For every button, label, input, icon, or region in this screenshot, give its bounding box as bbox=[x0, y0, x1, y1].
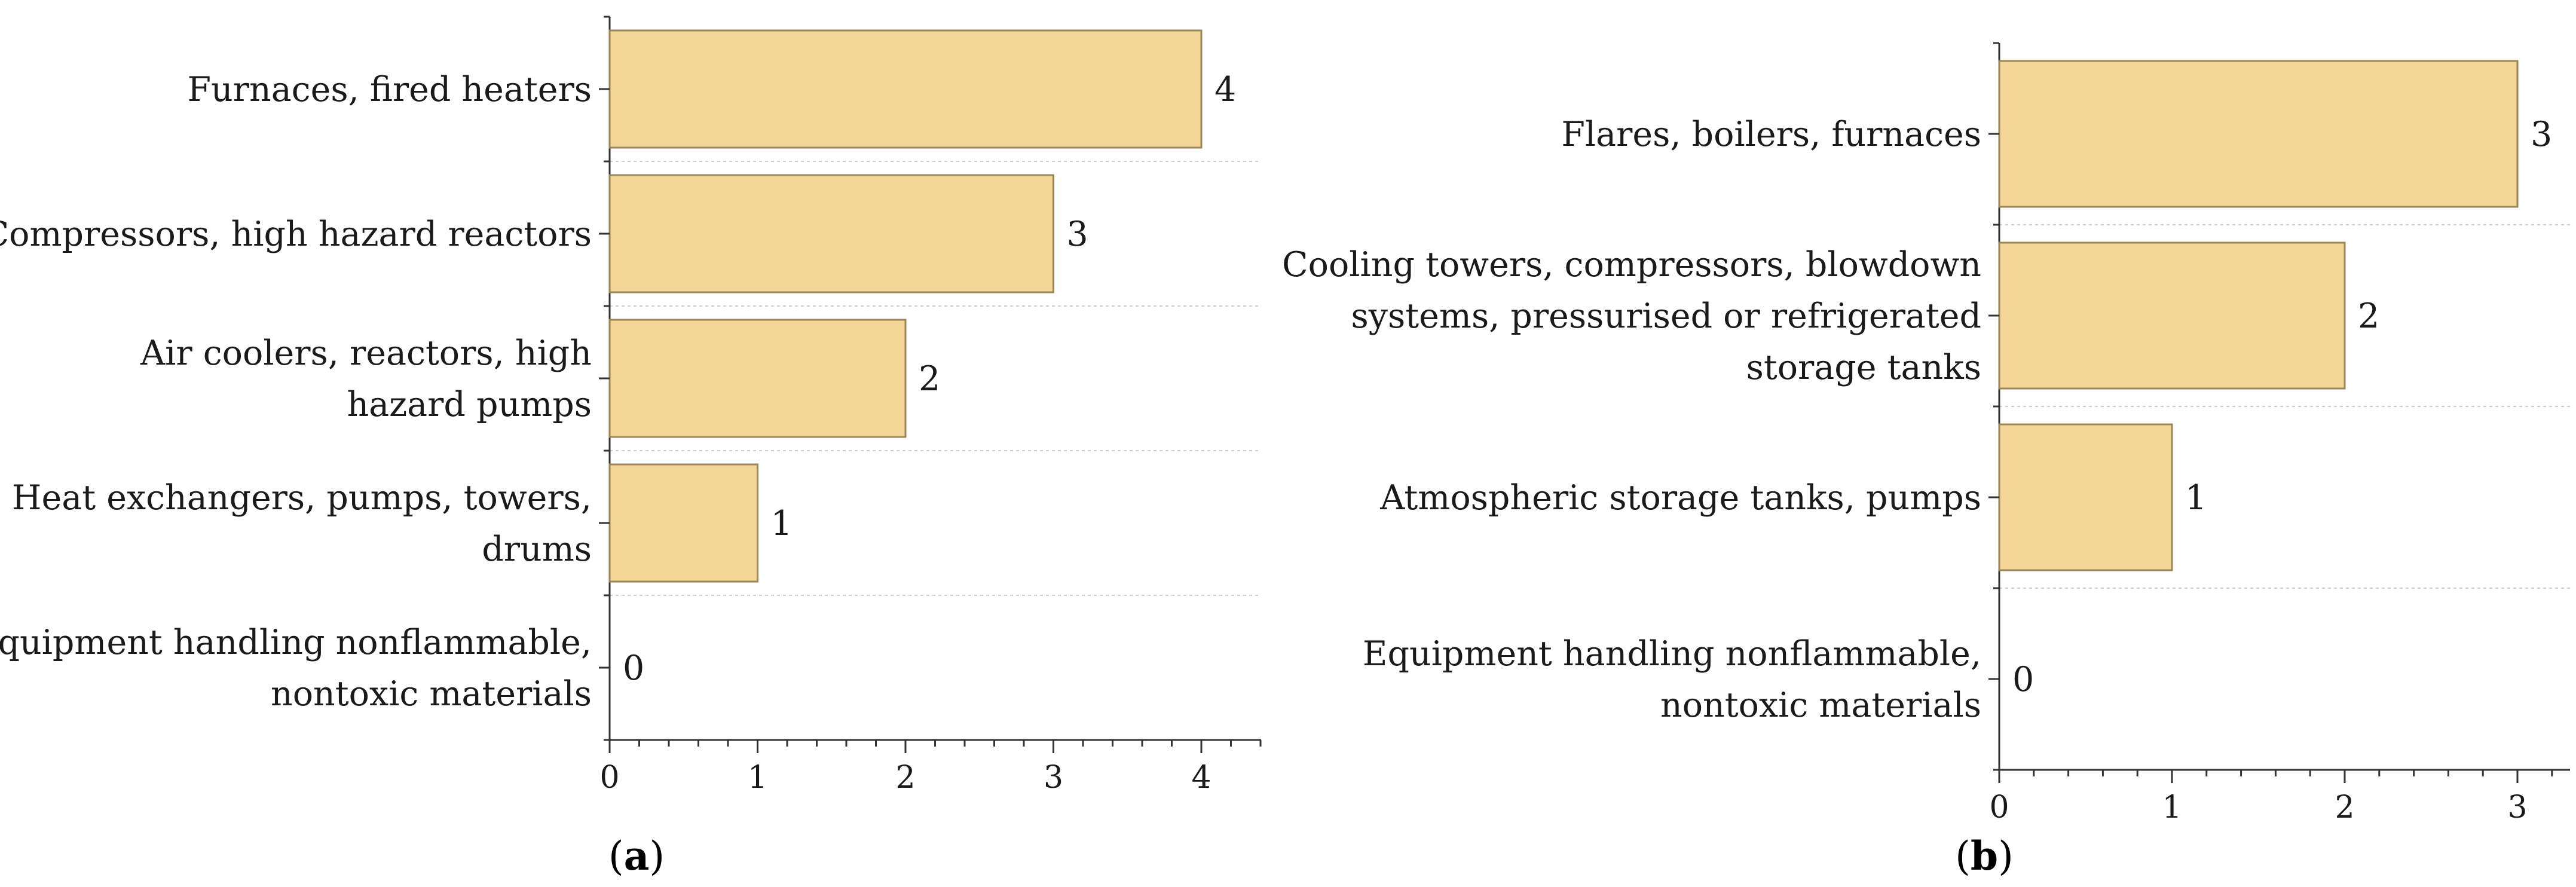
category-label: Compressors, high hazard reactors bbox=[0, 215, 592, 254]
category-label: Equipment handling nonflammable, nontoxic… bbox=[1363, 634, 1981, 725]
bar-value-label: 2 bbox=[2358, 296, 2379, 336]
category-label-line: Cooling towers, compressors, blowdown bbox=[1282, 245, 1981, 285]
category-label: Heat exchangers, pumps, towers, drums bbox=[12, 478, 592, 569]
bar bbox=[608, 319, 907, 438]
category-label-line: systems, pressurised or refrigerated bbox=[1351, 296, 1981, 336]
bar bbox=[1998, 60, 2519, 208]
x-tick-label: 1 bbox=[2162, 790, 2182, 825]
category-label-line: Compressors, high hazard reactors bbox=[0, 215, 592, 254]
bar bbox=[1998, 241, 2346, 390]
category-label: Atmospheric storage tanks, pumps bbox=[1379, 478, 1981, 518]
bar-value-label: 0 bbox=[623, 649, 644, 688]
category-label-line: nontoxic materials bbox=[271, 674, 592, 714]
bar-value-label: 2 bbox=[919, 359, 940, 399]
category-label-line: Air coolers, reactors, high bbox=[140, 334, 592, 373]
x-tick-label: 1 bbox=[748, 760, 767, 796]
panel-label: (b) bbox=[1955, 833, 2014, 879]
x-tick-label: 3 bbox=[2507, 790, 2527, 825]
category-label-line: Equipment handling nonflammable, bbox=[1363, 634, 1981, 674]
bar bbox=[1998, 423, 2173, 571]
bar-value-label: 0 bbox=[2012, 660, 2034, 699]
category-label-line: storage tanks bbox=[1746, 348, 1981, 387]
category-label: Equipment handling nonflammable, nontoxic… bbox=[0, 623, 592, 714]
category-label-line: Furnaces, fired heaters bbox=[187, 70, 592, 109]
category-label-line: hazard pumps bbox=[347, 385, 592, 424]
chart-panel-a: 0 1 2 3 4 4 Furnaces, fired heaters 3 Compressor… bbox=[0, 16, 1262, 879]
bar-value-label: 3 bbox=[1067, 215, 1088, 254]
category-label-line: drums bbox=[482, 530, 592, 569]
category-label-line: nontoxic materials bbox=[1660, 686, 1981, 725]
category-label-line: Atmospheric storage tanks, pumps bbox=[1379, 478, 1981, 518]
x-tick-label: 0 bbox=[599, 760, 619, 796]
category-label-line: Flares, boilers, furnaces bbox=[1561, 115, 1981, 154]
bar-value-label: 4 bbox=[1214, 70, 1236, 109]
bar bbox=[608, 174, 1054, 293]
category-label: Furnaces, fired heaters bbox=[187, 70, 592, 109]
x-tick-label: 0 bbox=[1989, 790, 2009, 825]
x-tick-label: 4 bbox=[1191, 760, 1211, 796]
bar-value-label: 3 bbox=[2531, 115, 2552, 154]
category-label-line: Heat exchangers, pumps, towers, bbox=[12, 478, 592, 518]
category-label: Air coolers, reactors, high hazard pumps bbox=[140, 334, 592, 424]
category-label: Cooling towers, compressors, blowdown sys… bbox=[1282, 245, 1981, 387]
bar bbox=[608, 463, 758, 583]
bar bbox=[608, 29, 1203, 149]
bar-value-label: 1 bbox=[2185, 478, 2207, 518]
x-tick-label: 2 bbox=[895, 760, 915, 796]
chart-panel-b: 0 1 2 3 3 Flares, boilers, furnaces 2 Cooling t… bbox=[1282, 42, 2570, 879]
x-tick-label: 2 bbox=[2335, 790, 2354, 825]
bar-value-label: 1 bbox=[771, 504, 793, 543]
category-label-line: Equipment handling nonflammable, bbox=[0, 623, 592, 662]
panel-label: (a) bbox=[608, 833, 665, 879]
category-label: Flares, boilers, furnaces bbox=[1561, 115, 1981, 154]
x-tick-label: 3 bbox=[1044, 760, 1063, 796]
